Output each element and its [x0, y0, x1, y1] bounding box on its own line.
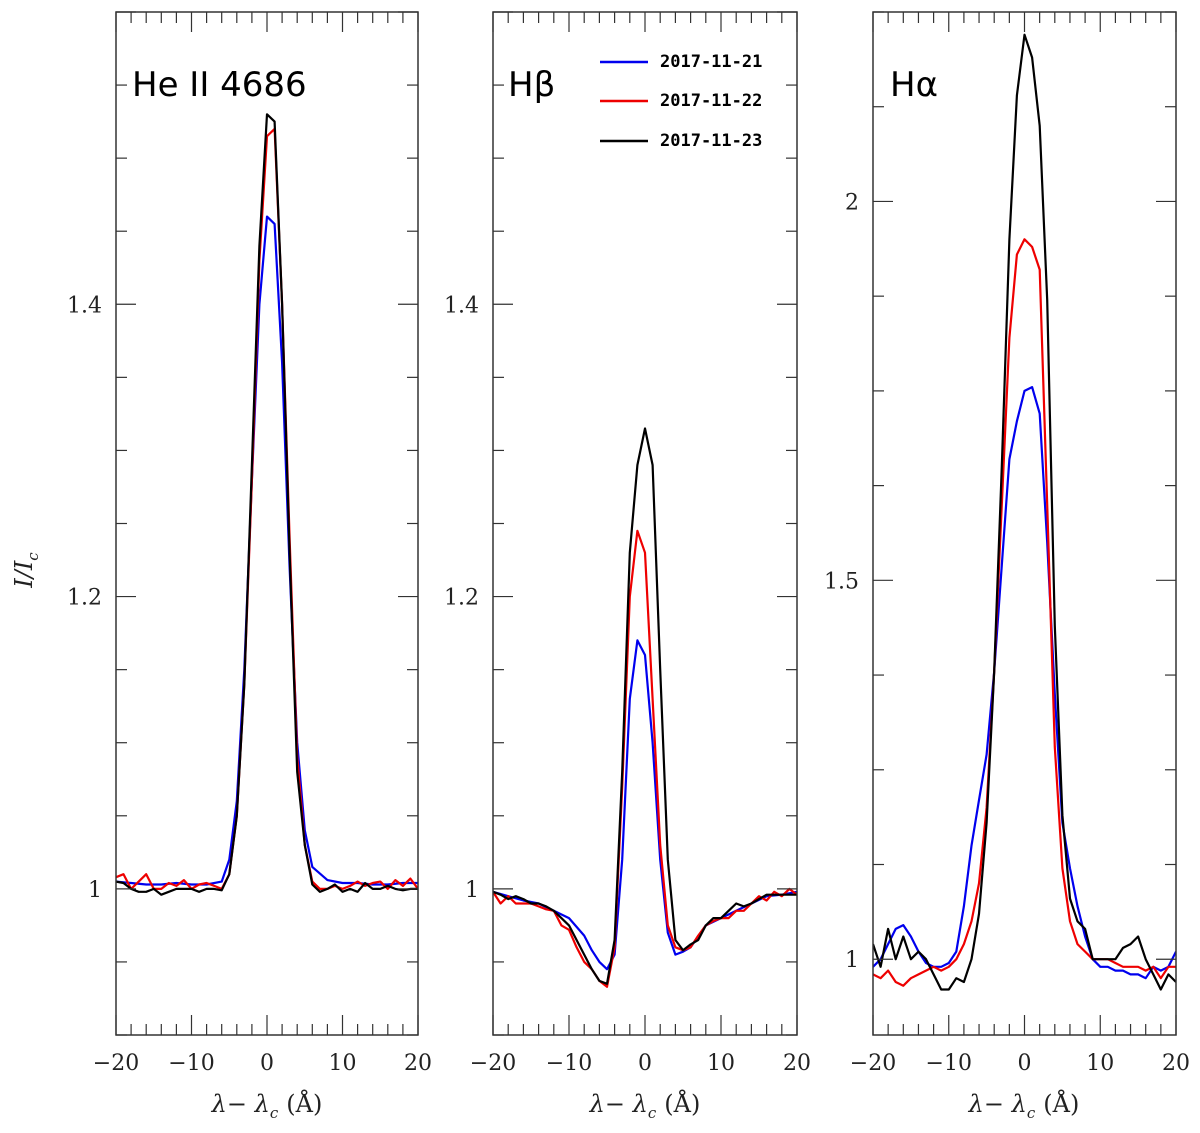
x-axis-label-main: λ− λ	[968, 1090, 1027, 1118]
x-axis-label-unit: (Å)	[1043, 1089, 1079, 1118]
series-line-he-ii-4686-2017-11-21	[116, 215, 418, 886]
x-tick-label: 10	[707, 1051, 735, 1076]
panel-h-beta-series	[493, 427, 797, 988]
y-tick-label: 1.2	[444, 586, 479, 611]
legend-label-2017-11-22: 2017-11-22	[660, 91, 762, 111]
y-axis-label: I/Ic	[10, 552, 42, 589]
panel-h-beta-ticks: −20 −10 0 10 20 1 1.2 1.4	[444, 11, 811, 1076]
panel-h-alpha: −20 −10 0 10 20 1 1.5 2 Hα λ− λc (Å)	[824, 11, 1190, 1122]
x-axis-label-unit: (Å)	[286, 1089, 322, 1118]
panel-h-beta: −20 −10 0 10 20 1 1.2 1.4 Hβ λ− λc (Å) 2017-11-2…	[444, 11, 811, 1122]
series-line-h-alpha-2017-11-21	[873, 386, 1176, 980]
panel-h-alpha-x-axis-label: λ− λc (Å)	[968, 1089, 1080, 1122]
panel-he-ii-4686-ticks: −20 −10 0 10 20 1 1.2 1.4	[67, 11, 432, 1076]
x-axis-label-unit: (Å)	[664, 1089, 700, 1118]
x-tick-label: −10	[546, 1051, 592, 1076]
series-line-he-ii-4686-2017-11-22	[116, 127, 418, 891]
legend-label-2017-11-21: 2017-11-21	[660, 52, 762, 72]
x-axis-label-main: λ− λ	[589, 1090, 648, 1118]
x-tick-label: 20	[404, 1051, 432, 1076]
panel-h-beta-x-axis-label: λ− λc (Å)	[589, 1089, 701, 1122]
panel-h-alpha-frame	[872, 11, 1177, 1036]
series-line-h-beta-2017-11-21	[493, 639, 797, 971]
x-tick-label: 20	[1162, 1051, 1190, 1076]
panel-h-alpha-series	[873, 33, 1176, 991]
x-tick-label: −20	[850, 1051, 896, 1076]
series-line-h-beta-2017-11-23	[493, 427, 797, 985]
series-line-h-alpha-2017-11-23	[873, 33, 1176, 991]
y-tick-label: 1	[845, 948, 859, 973]
x-tick-label: 0	[1018, 1051, 1032, 1076]
x-axis-label-sub: c	[1027, 1104, 1036, 1122]
legend-label-2017-11-23: 2017-11-23	[660, 131, 762, 151]
panel-h-beta-title: Hβ	[508, 65, 555, 105]
panel-he-ii-4686-title: He II 4686	[132, 65, 307, 105]
panel-h-alpha-title: Hα	[890, 65, 938, 105]
x-tick-label: 0	[638, 1051, 652, 1076]
panel-he-ii-4686-frame	[115, 11, 419, 1036]
x-tick-label: 10	[329, 1051, 357, 1076]
y-tick-label: 1.2	[67, 586, 102, 611]
x-tick-label: 20	[783, 1051, 811, 1076]
y-tick-label: 2	[845, 190, 859, 215]
y-tick-label: 1.4	[67, 293, 102, 318]
panel-he-ii-4686-series	[116, 113, 418, 896]
x-tick-label: −10	[168, 1051, 214, 1076]
series-line-he-ii-4686-2017-11-23	[116, 113, 418, 896]
panel-he-ii-4686-x-axis-label: λ− λc (Å)	[211, 1089, 323, 1122]
series-line-h-beta-2017-11-22	[493, 529, 797, 988]
x-tick-label: 0	[260, 1051, 274, 1076]
x-tick-label: 10	[1086, 1051, 1114, 1076]
x-tick-label: −20	[93, 1051, 139, 1076]
y-tick-label: 1.5	[824, 569, 859, 594]
legend: 2017-11-21 2017-11-22 2017-11-23	[600, 52, 762, 151]
x-axis-label-main: λ− λ	[211, 1090, 270, 1118]
y-tick-label: 1.4	[444, 293, 479, 318]
series-line-h-alpha-2017-11-22	[873, 238, 1176, 987]
x-tick-label: −10	[926, 1051, 972, 1076]
y-axis-label-main: I/I	[10, 560, 38, 589]
y-tick-label: 1	[88, 878, 102, 903]
y-axis-label-sub: c	[24, 552, 42, 561]
panel-he-ii-4686: −20 −10 0 10 20 1 1.2 1.4 He II 4686 λ− λc (Å)	[67, 11, 432, 1122]
x-axis-label-sub: c	[648, 1104, 657, 1122]
panel-h-beta-frame	[492, 11, 798, 1036]
panel-h-alpha-ticks: −20 −10 0 10 20 1 1.5 2	[824, 11, 1190, 1076]
y-tick-label: 1	[465, 878, 479, 903]
x-tick-label: −20	[470, 1051, 516, 1076]
x-axis-label-sub: c	[270, 1104, 279, 1122]
